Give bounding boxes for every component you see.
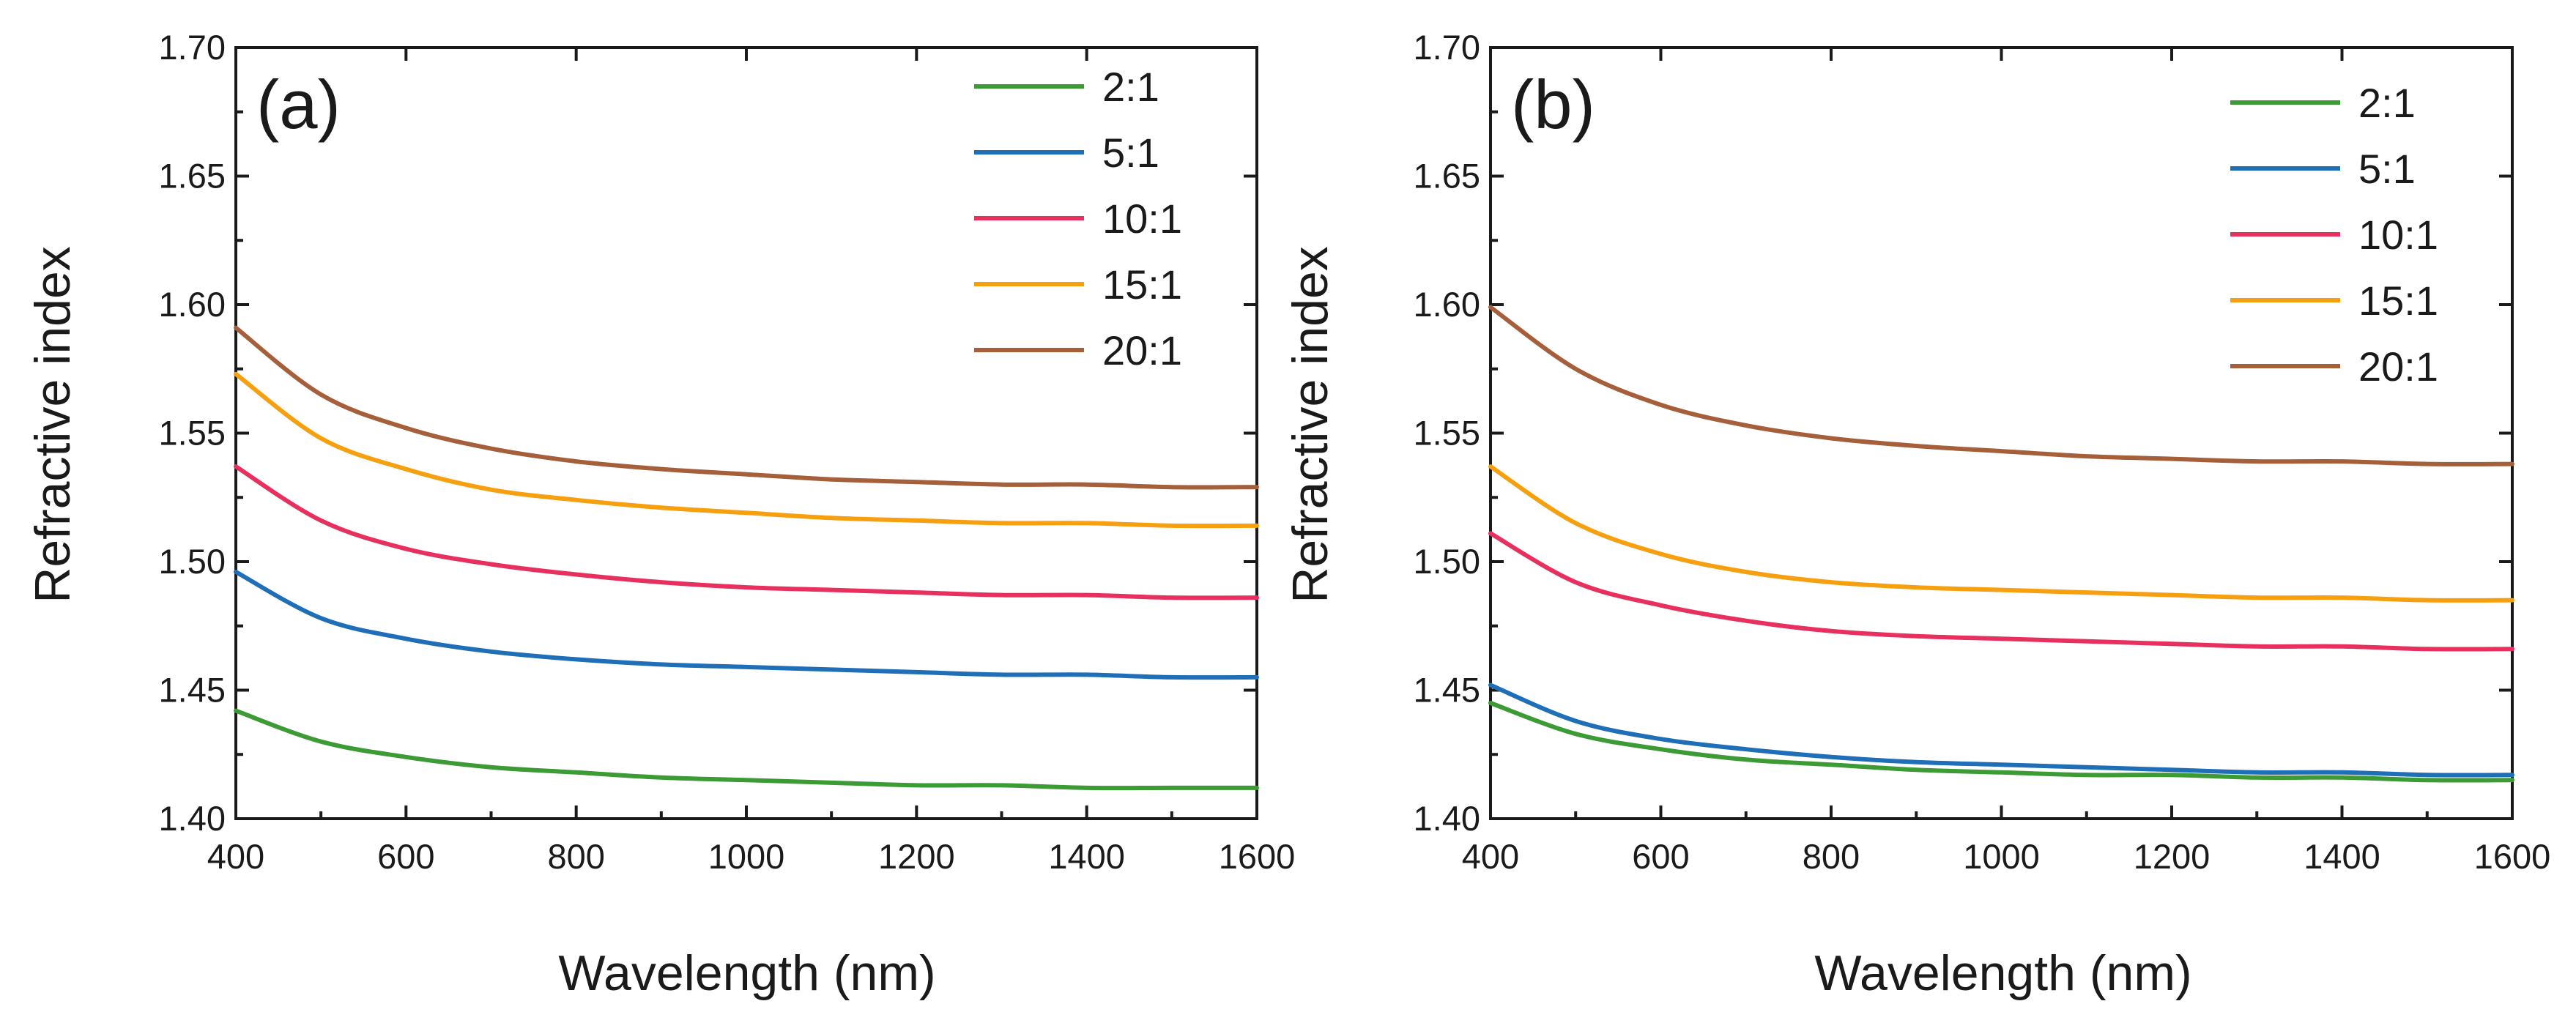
- x-tick-label: 600: [1632, 837, 1689, 876]
- x-tick-label: 600: [377, 837, 434, 876]
- legend-label: 10:1: [2358, 212, 2438, 258]
- series-line-15-1: [1488, 464, 2514, 603]
- y-tick-label: 1.50: [159, 542, 226, 581]
- x-tick-label: 1200: [2134, 837, 2211, 876]
- legend-label: 20:1: [2358, 343, 2438, 390]
- x-tick-label: 1600: [2474, 837, 2551, 876]
- y-tick-label: 1.65: [159, 157, 226, 196]
- legend-label: 10:1: [1102, 196, 1182, 242]
- series-line-5-1: [1488, 682, 2514, 778]
- series-line-20-1: [1488, 305, 2514, 466]
- y-tick-label: 1.70: [1414, 28, 1480, 67]
- y-axis-title: Refractive index: [25, 246, 81, 603]
- x-tick-label: 1000: [708, 837, 785, 876]
- series-line-10-1: [1488, 531, 2514, 652]
- x-tick-label: 800: [1803, 837, 1860, 876]
- y-tick-label: 1.70: [159, 28, 226, 67]
- legend-label: 20:1: [1102, 327, 1182, 373]
- panel-label: (a): [256, 66, 341, 143]
- y-axis-title: Refractive index: [1283, 246, 1338, 603]
- legend-label: 5:1: [2358, 146, 2416, 192]
- series-line-20-1: [234, 325, 1259, 490]
- legend-label: 5:1: [1102, 130, 1159, 176]
- x-tick-label: 400: [1462, 837, 1519, 876]
- x-tick-label: 1200: [878, 837, 955, 876]
- panel-label: (b): [1511, 66, 1595, 143]
- panel-a: (a) Refractive index Wavelength (nm) 400…: [25, 28, 1295, 1001]
- legend-label: 15:1: [2358, 278, 2438, 324]
- x-tick-label: 1600: [1219, 837, 1296, 876]
- x-tick-label: 400: [207, 837, 264, 876]
- y-tick-label: 1.60: [159, 285, 226, 324]
- series-line-5-1: [234, 570, 1259, 680]
- legend-label: 2:1: [2358, 80, 2416, 126]
- y-tick-label: 1.55: [159, 414, 226, 453]
- x-axis-title: Wavelength (nm): [558, 945, 935, 1001]
- legend: 2:1 5:1 10:1 15:1 20:1: [2230, 80, 2438, 390]
- x-tick-label: 800: [547, 837, 604, 876]
- y-tick-label: 1.50: [1414, 542, 1480, 581]
- series-line-2-1: [1488, 701, 2514, 783]
- y-tick-label: 1.40: [159, 799, 226, 838]
- y-tick-label: 1.55: [1414, 414, 1480, 453]
- y-tick-label: 1.65: [1414, 157, 1480, 196]
- y-tick-label: 1.40: [1414, 799, 1480, 838]
- y-tick-label: 1.60: [1414, 285, 1480, 324]
- y-tick-label: 1.45: [1414, 671, 1480, 710]
- legend-label: 15:1: [1102, 261, 1182, 308]
- x-axis-title: Wavelength (nm): [1814, 945, 2191, 1001]
- x-tick-label: 1000: [1963, 837, 2040, 876]
- series-line-15-1: [234, 371, 1259, 529]
- legend-label: 2:1: [1102, 64, 1159, 110]
- x-tick-label: 1400: [1048, 837, 1125, 876]
- x-tick-label: 1400: [2304, 837, 2380, 876]
- series-line-2-1: [234, 708, 1259, 791]
- y-tick-label: 1.45: [159, 671, 226, 710]
- panel-b: (b) Refractive index Wavelength (nm) 400…: [1283, 28, 2550, 1001]
- legend: 2:1 5:1 10:1 15:1 20:1: [974, 64, 1182, 373]
- series-line-10-1: [234, 464, 1259, 600]
